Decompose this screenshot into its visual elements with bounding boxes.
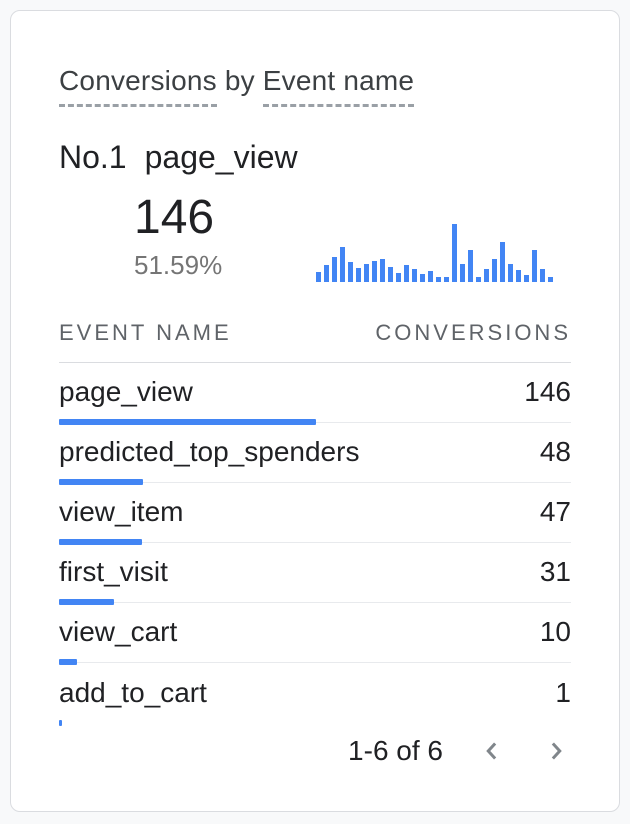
sparkline-bar: [380, 258, 385, 282]
sparkline: [316, 220, 553, 282]
sparkline-bar: [452, 223, 457, 282]
sparkline-bar: [524, 274, 529, 282]
sparkline-bar: [548, 276, 553, 282]
previous-page-button[interactable]: [477, 736, 507, 766]
column-header-event-name: EVENT NAME: [59, 319, 232, 345]
event-conversions: 146: [524, 376, 571, 408]
sparkline-bar: [396, 272, 401, 282]
sparkline-bar: [364, 263, 369, 282]
event-bar: [59, 418, 316, 425]
title-spacer: [255, 65, 263, 96]
event-bar: [59, 658, 77, 665]
hero-metric: 146 51.59%: [134, 194, 222, 281]
event-bar: [59, 538, 142, 545]
rank-label: No.1: [59, 139, 127, 175]
title-metric-term[interactable]: Conversions: [59, 65, 217, 107]
card-title: Conversions by Event name: [59, 63, 571, 107]
event-name: add_to_cart: [59, 676, 207, 708]
event-conversions: 1: [555, 676, 571, 708]
next-page-button[interactable]: [541, 736, 571, 766]
sparkline-bar: [388, 266, 393, 282]
event-table-body: page_view 146 predicted_top_spenders 48 …: [59, 363, 571, 726]
chevron-right-icon: [541, 736, 571, 766]
title-joiner: [217, 65, 225, 96]
conversions-card: Conversions by Event name No.1 page_view…: [10, 10, 620, 812]
sparkline-bar: [476, 276, 481, 282]
table-row: page_view 146: [59, 363, 571, 425]
event-name: first_visit: [59, 556, 168, 588]
table-header: EVENT NAME CONVERSIONS: [59, 320, 571, 363]
event-name: view_item: [59, 496, 184, 528]
event-bar: [59, 719, 62, 726]
top-event-name: page_view: [144, 139, 298, 175]
event-conversions: 48: [539, 436, 571, 468]
hero-body: 146 51.59%: [59, 194, 571, 282]
table-row: view_item 47: [59, 483, 571, 545]
event-conversions: 10: [539, 616, 571, 648]
sparkline-bar: [500, 241, 505, 282]
sparkline-bar: [404, 264, 409, 282]
sparkline-bar: [444, 276, 449, 282]
event-name: page_view: [59, 376, 193, 408]
sparkline-bar: [508, 263, 513, 282]
event-conversions: 47: [539, 496, 571, 528]
table-row: add_to_cart 1: [59, 663, 571, 726]
event-table: EVENT NAME CONVERSIONS page_view 146 pre…: [59, 320, 571, 726]
pagination-range-label: 1-6 of 6: [348, 734, 443, 766]
event-name: view_cart: [59, 616, 178, 648]
sparkline-bar: [348, 261, 353, 282]
sparkline-bar: [372, 260, 377, 282]
table-row: first_visit 31: [59, 543, 571, 605]
sparkline-bar: [332, 256, 337, 282]
title-dimension-term[interactable]: Event name: [262, 65, 415, 107]
sparkline-bar: [340, 246, 345, 282]
sparkline-bar: [324, 264, 329, 282]
sparkline-bar: [468, 249, 473, 282]
metric-percent: 51.59%: [134, 250, 223, 281]
sparkline-bar: [484, 268, 489, 282]
table-row: view_cart 10: [59, 603, 571, 665]
event-conversions: 31: [539, 556, 571, 588]
pagination: 1-6 of 6: [59, 723, 571, 779]
sparkline-bar: [540, 268, 545, 282]
table-row: predicted_top_spenders 48: [59, 423, 571, 485]
sparkline-bar: [492, 258, 497, 282]
event-bar: [59, 478, 143, 485]
title-joiner-text: by: [224, 65, 255, 96]
sparkline-bar: [460, 263, 465, 282]
sparkline-bar: [436, 276, 441, 282]
metric-value: 146: [134, 191, 215, 245]
sparkline-bar: [412, 268, 417, 282]
sparkline-bar: [428, 270, 433, 282]
event-name: predicted_top_spenders: [59, 436, 360, 468]
column-header-conversions: CONVERSIONS: [375, 319, 571, 345]
event-bar: [59, 598, 114, 605]
chevron-left-icon: [477, 736, 507, 766]
sparkline-bar: [356, 267, 361, 282]
sparkline-bar: [532, 249, 537, 282]
sparkline-bar: [516, 269, 521, 282]
sparkline-bar: [420, 273, 425, 282]
sparkline-bar: [316, 271, 321, 282]
top-event-heading: No.1 page_view: [59, 138, 571, 176]
